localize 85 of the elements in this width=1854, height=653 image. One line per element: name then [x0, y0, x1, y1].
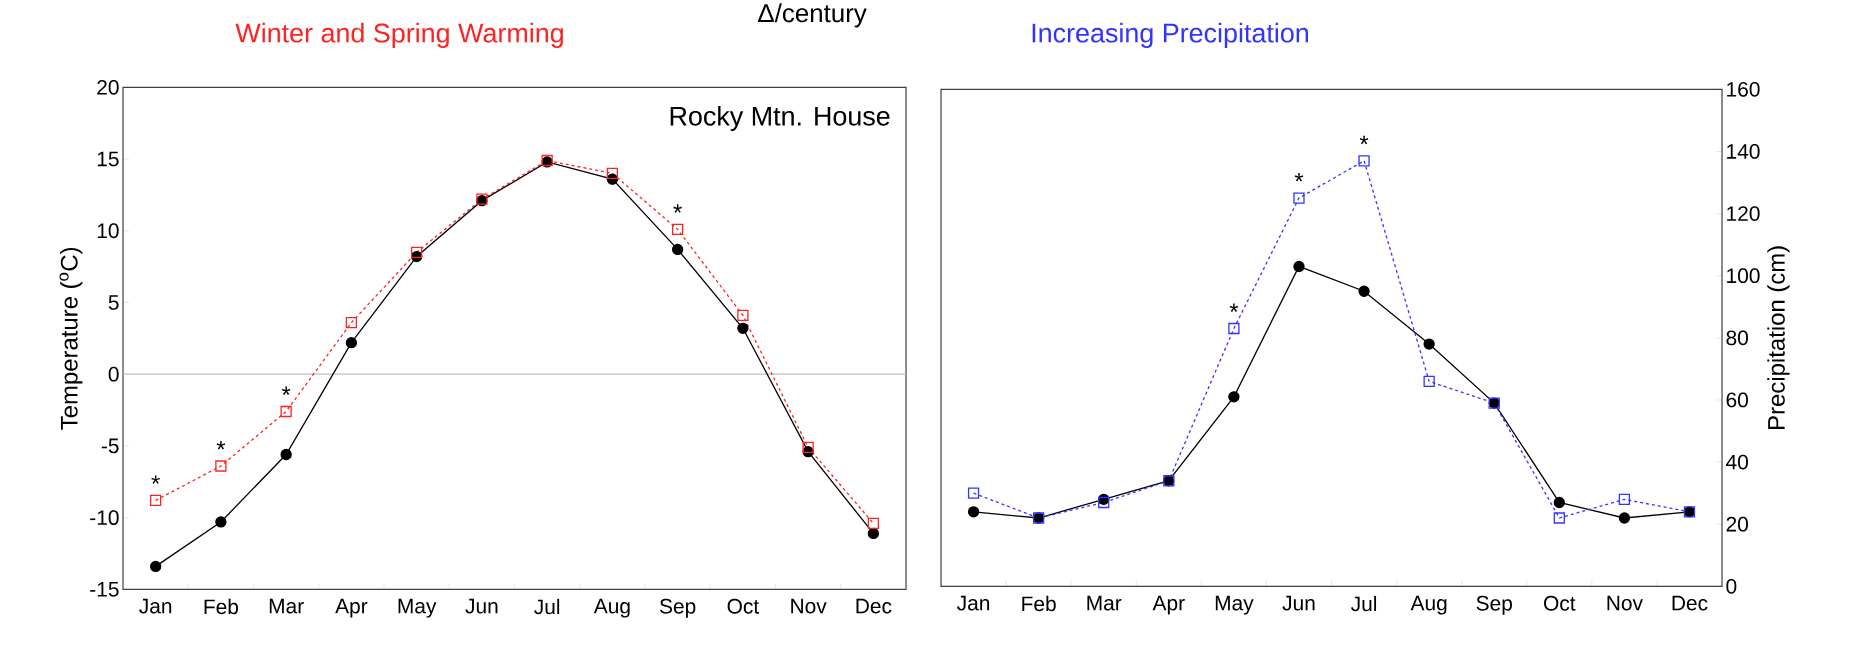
x-tick-label: Dec	[856, 598, 892, 614]
point	[1293, 192, 1305, 204]
annotation: *	[281, 386, 291, 395]
x-tick-label: May	[398, 598, 437, 618]
x-tick-label: Aug	[593, 598, 630, 618]
x-tick-label: Feb	[1022, 595, 1056, 612]
y-tick-label: 160	[1727, 81, 1760, 97]
point	[215, 516, 227, 528]
annotation: *	[673, 204, 682, 213]
point	[410, 246, 423, 258]
y-tick-label: 40	[1726, 454, 1748, 470]
annotation: *	[216, 440, 226, 450]
y-tick-label: 80	[1726, 330, 1748, 346]
y-tick-label: 10	[97, 223, 119, 239]
x-tick-label: Mar	[1087, 595, 1122, 611]
x-tick-label: Dec	[1672, 595, 1708, 611]
x-tick-label: Feb	[204, 598, 239, 615]
text: Δ/century	[758, 3, 867, 28]
y-tick-label: 20	[1726, 516, 1748, 532]
point	[606, 167, 619, 179]
annotation: *	[1359, 135, 1369, 145]
chart-title: Winter and Spring Warming	[235, 22, 563, 48]
point	[1358, 154, 1370, 167]
x-tick-label: Sep	[1476, 595, 1512, 615]
point	[1618, 512, 1631, 524]
annotation: *	[1294, 172, 1304, 182]
y-axis-title: Precipitation (cm)	[1767, 246, 1790, 429]
point	[802, 441, 814, 453]
x-tick-label: Jan	[139, 598, 172, 614]
point	[1618, 493, 1631, 505]
annotation: *	[151, 475, 160, 484]
y-tick-label: 120	[1727, 206, 1760, 221]
point	[280, 448, 292, 460]
point	[149, 560, 162, 572]
point	[967, 505, 980, 518]
y-tick-label: 5	[108, 295, 119, 310]
point	[867, 527, 880, 539]
point	[867, 517, 880, 529]
point	[215, 460, 227, 472]
x-tick-label: Nov	[1607, 595, 1643, 611]
point	[737, 322, 749, 334]
annotation: Rocky Mtn. House	[670, 105, 890, 131]
y-tick-label: -15	[90, 581, 119, 597]
point	[1228, 391, 1240, 403]
x-tick-label: Jun	[1282, 595, 1315, 611]
x-tick-label: Aug	[1410, 595, 1447, 615]
point	[1293, 260, 1305, 272]
point	[1553, 496, 1565, 508]
annotation: *	[1229, 303, 1239, 312]
y-tick-label: -10	[90, 510, 119, 525]
point	[1358, 285, 1370, 297]
point	[672, 243, 684, 255]
point	[1228, 322, 1240, 334]
x-tick-label: Apr	[335, 598, 368, 618]
chart-title: Increasing Precipitation	[1032, 22, 1308, 48]
point	[737, 309, 749, 321]
point	[1553, 512, 1565, 524]
x-tick-label: Jan	[957, 595, 990, 611]
point	[345, 336, 358, 349]
point	[672, 223, 684, 235]
x-tick-label: Apr	[1152, 595, 1185, 615]
x-tick-label: Jun	[465, 598, 498, 614]
y-tick-label: 100	[1727, 268, 1760, 283]
x-tick-label: Mar	[269, 598, 304, 614]
y-tick-label: 15	[97, 151, 119, 167]
point	[1423, 375, 1435, 387]
point	[149, 494, 162, 506]
x-tick-label: Oct	[1544, 595, 1576, 611]
x-tick-label: Jul	[1351, 595, 1377, 612]
y-tick-label: 20	[97, 79, 119, 95]
y-tick-label: 60	[1726, 392, 1748, 408]
point	[345, 316, 358, 329]
y-tick-label: -5	[101, 438, 119, 454]
point	[280, 405, 292, 417]
y-tick-label: 140	[1727, 143, 1760, 159]
x-tick-label: Sep	[659, 598, 696, 618]
x-tick-label: Jul	[534, 598, 560, 615]
x-tick-label: Nov	[791, 598, 827, 614]
y-tick-label: 0	[108, 366, 119, 382]
point	[967, 487, 980, 499]
y-axis-title: Temperature ($^{o}$C)	[59, 247, 83, 430]
point	[1423, 338, 1435, 350]
x-tick-label: May	[1215, 595, 1254, 615]
x-tick-label: Oct	[727, 598, 760, 614]
y-tick-label: 0	[1726, 578, 1737, 594]
